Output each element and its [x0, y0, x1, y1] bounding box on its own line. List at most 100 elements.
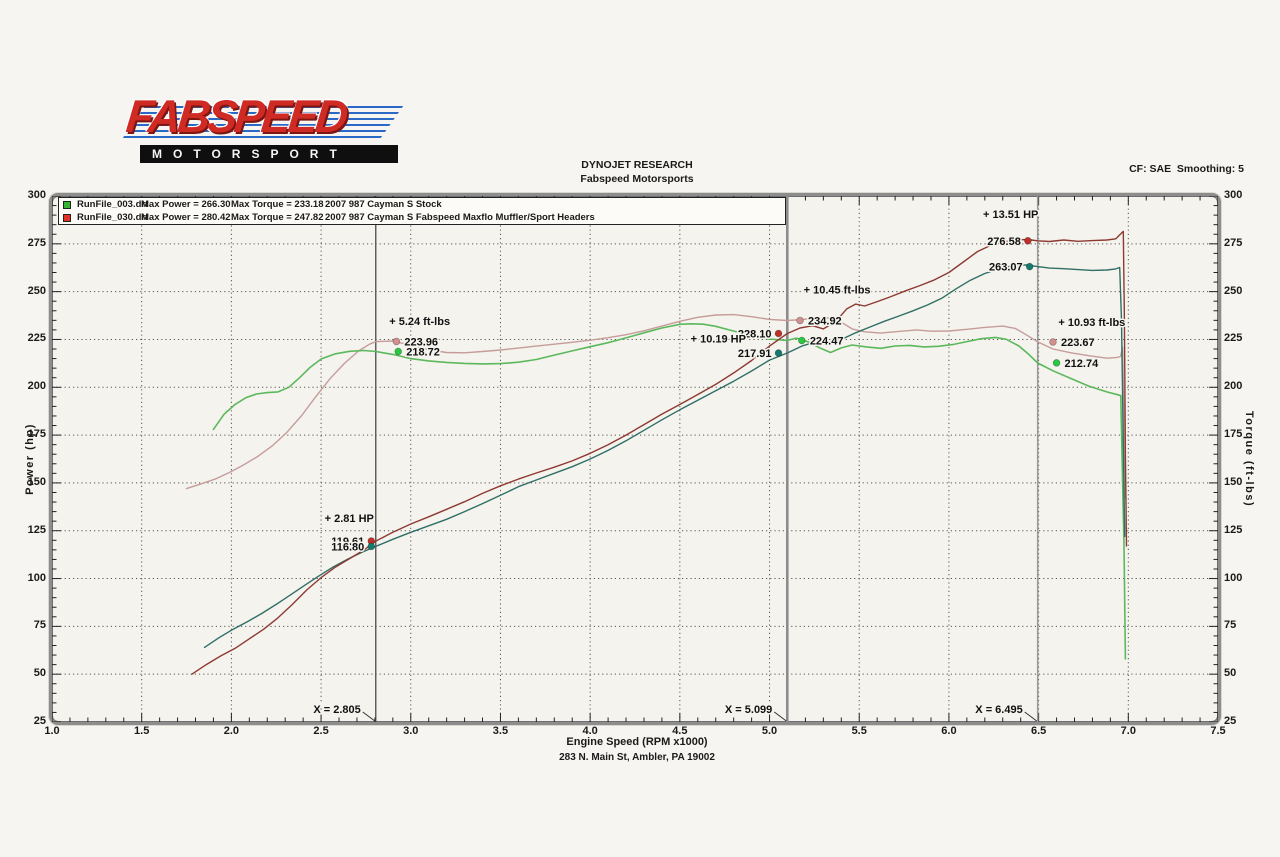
legend-file: RunFile_003.drf: [77, 199, 149, 210]
marker-label: 212.74: [1065, 358, 1100, 370]
legend-max-power: Max Power = 280.42: [141, 212, 231, 223]
axis-tick-label: 3.5: [492, 725, 509, 737]
axis-tick-label: 25: [1224, 715, 1237, 727]
axis-tick-label: 50: [1224, 667, 1237, 680]
axis-tick-label: 225: [27, 332, 46, 345]
axis-tick-label: 150: [1224, 475, 1243, 488]
logo-subtitle: MOTORSPORT: [140, 145, 398, 163]
axis-tick-label: 4.0: [582, 725, 598, 737]
marker-dot: [1024, 237, 1032, 245]
axis-tick-label: 100: [1224, 571, 1243, 584]
axis-tick-label: 6.5: [1030, 725, 1047, 737]
legend-marker-stock-icon: [63, 200, 71, 209]
series-path: [203, 264, 1126, 649]
series-path: [212, 323, 1127, 660]
callout-label: + 10.45 ft-lbs: [804, 285, 871, 297]
callout-label: + 10.19 HP: [691, 333, 746, 345]
marker-label: 276.58: [987, 236, 1021, 248]
correction-smoothing-label: CF: SAE Smoothing: 5: [1129, 163, 1244, 175]
chart-header: DYNOJET RESEARCH Fabspeed Motorsports: [437, 158, 837, 186]
header-line1: DYNOJET RESEARCH: [581, 159, 693, 171]
callout-label: + 13.51 HP: [983, 209, 1038, 221]
marker-dot: [774, 349, 783, 357]
marker-dot: [774, 329, 783, 338]
address-line: 283 N. Main St, Ambler, PA 19002: [559, 752, 715, 763]
marker-label: 228.10: [738, 329, 772, 341]
callout-label: + 5.24 ft-lbs: [389, 316, 450, 328]
legend-row-stock: RunFile_003.drf Max Power = 266.30 Max T…: [59, 198, 785, 211]
axis-tick-label: 75: [1224, 619, 1237, 632]
marker-dot: [796, 316, 804, 325]
marker-label: 218.72: [406, 346, 440, 358]
callout-label: + 10.93 ft-lbs: [1058, 317, 1125, 329]
cursor-leader-line: [773, 711, 787, 722]
axis-tick-label: 5.0: [761, 725, 778, 737]
cursor-label: X = 5.099: [725, 704, 772, 716]
axis-tick-label: 7.0: [1120, 725, 1136, 737]
axis-tick-label: 225: [1224, 332, 1243, 345]
legend-max-power: Max Power = 266.30: [141, 199, 231, 210]
cursor-label: X = 6.495: [975, 704, 1022, 716]
cursor-leader-line: [1024, 711, 1038, 722]
legend-max-torque: Max Torque = 247.82: [231, 212, 324, 223]
axis-tick-label: 300: [27, 189, 46, 201]
axis-tick-label: 3.0: [403, 725, 419, 737]
logo-title: FABSPEED: [123, 90, 348, 143]
axis-tick-label: 5.5: [851, 725, 867, 737]
axis-tick-label: 125: [1224, 523, 1243, 536]
axis-tick-label: 175: [1224, 428, 1243, 441]
fabspeed-logo: FABSPEED MOTORSPORT: [122, 90, 414, 166]
axis-tick-label: 4.5: [672, 725, 688, 737]
marker-label: 119.61: [331, 536, 364, 548]
axis-tick-label: 150: [27, 475, 46, 488]
axis-tick-label: 2.0: [223, 725, 240, 737]
marker-label: 224.47: [810, 335, 844, 347]
callout-label: + 2.81 HP: [325, 513, 374, 525]
marker-dot: [1052, 359, 1061, 367]
marker-label: 217.91: [738, 348, 772, 360]
axis-tick-label: 6.0: [941, 725, 957, 737]
axis-tick-label: 75: [33, 619, 46, 632]
axis-tick-label: 125: [27, 523, 46, 536]
axis-tick-label: 25: [33, 715, 46, 727]
marker-label: 223.96: [404, 336, 438, 348]
run-legend: RunFile_003.drf Max Power = 266.30 Max T…: [58, 197, 786, 225]
series-path: [191, 230, 1128, 675]
marker-dot: [367, 542, 376, 551]
axis-tick-label: 1.0: [44, 725, 60, 737]
marker-label: 223.67: [1061, 337, 1095, 349]
marker-dot: [1049, 338, 1057, 346]
axis-tick-label: 275: [27, 236, 46, 249]
axis-tick-label: 7.5: [1210, 725, 1226, 737]
axis-tick-label: 200: [27, 380, 46, 393]
cursor-label: X = 2.805: [313, 704, 360, 716]
legend-file: RunFile_030.drf: [77, 212, 149, 223]
legend-marker-fabspeed-icon: [63, 213, 71, 222]
cursor-leader-line: [362, 711, 376, 722]
axis-tick-label: 2.5: [313, 725, 329, 737]
marker-dot: [1025, 262, 1034, 271]
marker-label: 116.80: [331, 541, 364, 553]
header-line2: Fabspeed Motorsports: [580, 173, 694, 185]
marker-label: 263.07: [989, 262, 1023, 274]
axis-tick-label: 250: [27, 284, 46, 297]
marker-dot: [392, 337, 401, 346]
axis-tick-label: 200: [1224, 380, 1243, 393]
axis-tick-label: 50: [33, 667, 46, 680]
axis-tick-label: 100: [27, 571, 46, 584]
plot-frame: X = 2.805 X = 5.099 X = 6.495 223.96 218.72 1…: [49, 193, 1221, 725]
legend-description: 2007 987 Cayman S Stock: [325, 199, 442, 210]
axis-tick-label: 300: [1224, 189, 1243, 201]
legend-max-torque: Max Torque = 233.18: [231, 199, 324, 210]
axis-tick-label: 1.5: [134, 725, 150, 737]
marker-dot: [394, 347, 402, 356]
axis-tick-label: 275: [1224, 236, 1243, 249]
axis-tick-label: 175: [27, 428, 46, 441]
x-axis-title: Engine Speed (RPM x1000): [566, 736, 708, 748]
series-path: [185, 313, 1126, 499]
marker-dot: [798, 336, 806, 345]
y-axis-title-torque: Torque (ft-lbs): [1243, 410, 1255, 508]
marker-label: 234.92: [808, 315, 842, 327]
